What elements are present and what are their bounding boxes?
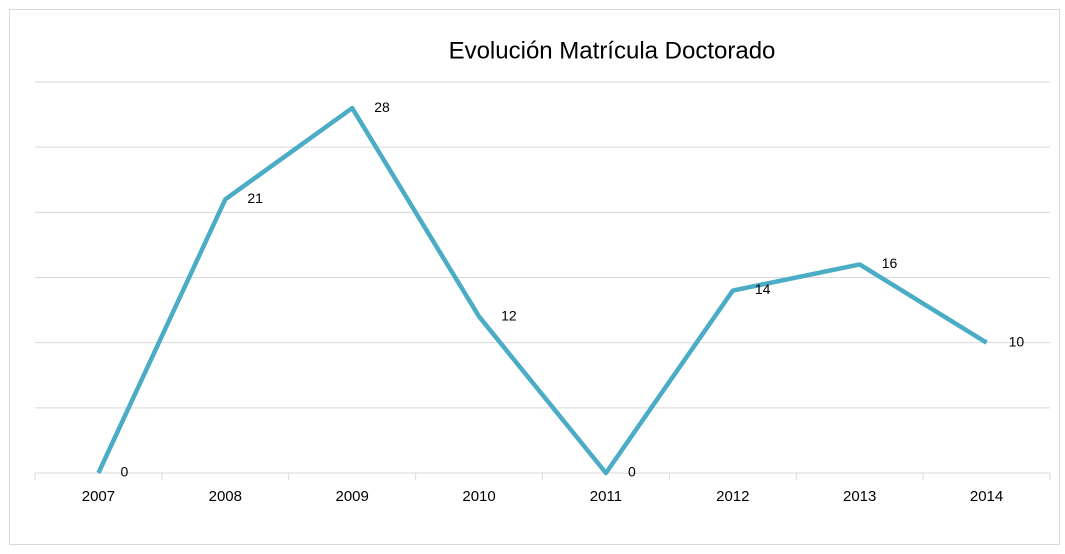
data-label: 12: [501, 307, 517, 323]
data-label: 10: [1009, 333, 1025, 349]
chart-title: Evolución Matrícula Doctorado: [449, 37, 776, 64]
data-label: 21: [247, 190, 263, 206]
data-label: 0: [628, 464, 636, 480]
x-tick-label: 2011: [590, 488, 622, 505]
x-tick-label: 2013: [843, 488, 876, 505]
data-label: 0: [120, 464, 128, 480]
x-tick-label: 2009: [336, 488, 369, 505]
x-tick-label: 2007: [82, 488, 115, 505]
x-tick-label: 2010: [462, 488, 495, 505]
x-tick-label: 2012: [716, 488, 749, 505]
data-label: 16: [882, 255, 898, 271]
x-tick-label: 2014: [970, 488, 1003, 505]
x-tick-label: 2008: [209, 488, 242, 505]
data-label: 14: [755, 281, 771, 297]
series-line: [96, 105, 988, 476]
data-label: 28: [374, 99, 390, 115]
